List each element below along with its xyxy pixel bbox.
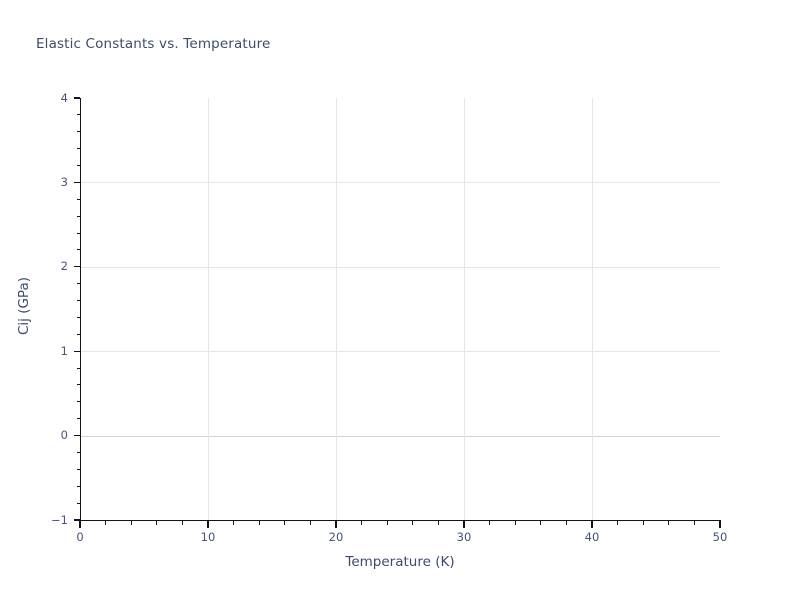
y-tick-minor <box>76 283 80 285</box>
x-tick-label: 40 <box>584 530 600 544</box>
gridline-x <box>208 98 209 520</box>
y-tick-minor <box>76 485 80 487</box>
y-tick-minor <box>76 165 80 167</box>
y-tick-major <box>73 519 80 521</box>
x-tick-minor <box>412 521 414 525</box>
x-tick-minor <box>258 521 260 525</box>
y-axis-label-text: Cij (GPa) <box>16 276 32 335</box>
x-tick-minor <box>156 521 158 525</box>
y-tick-minor <box>76 401 80 403</box>
y-tick-label: 4 <box>60 90 68 105</box>
gridline-y <box>80 182 720 184</box>
x-tick-label: 0 <box>76 530 84 544</box>
x-tick-label: 50 <box>712 530 728 544</box>
gridline-y <box>80 351 720 353</box>
y-tick-label: 3 <box>60 174 68 189</box>
y-tick-minor <box>76 384 80 386</box>
x-axis-label: Temperature (K) <box>0 554 800 570</box>
gridline-y <box>80 266 720 268</box>
y-tick-minor <box>76 249 80 251</box>
y-axis-label: Cij (GPa) <box>12 0 36 600</box>
x-tick-minor <box>284 521 286 525</box>
y-tick-minor <box>76 316 80 318</box>
y-tick-minor <box>76 333 80 335</box>
x-tick-major <box>207 521 209 528</box>
y-tick-minor <box>76 418 80 420</box>
y-axis-spine <box>80 98 82 521</box>
y-tick-label: −1 <box>51 512 68 527</box>
y-tick-minor <box>76 451 80 453</box>
gridline-x <box>464 98 465 520</box>
x-tick-minor <box>617 521 619 525</box>
x-tick-minor <box>361 521 363 525</box>
x-tick-minor <box>437 521 439 525</box>
gridline-x <box>336 98 337 520</box>
y-tick-label: 2 <box>60 259 68 274</box>
x-tick-major <box>719 521 721 528</box>
x-tick-label: 20 <box>328 530 344 544</box>
plot-area[interactable] <box>80 98 720 520</box>
y-tick-minor <box>76 367 80 369</box>
x-tick-minor <box>181 521 183 525</box>
x-tick-minor <box>130 521 132 525</box>
x-tick-minor <box>233 521 235 525</box>
x-tick-minor <box>668 521 670 525</box>
y-tick-minor <box>76 232 80 234</box>
x-tick-minor <box>514 521 516 525</box>
y-tick-minor <box>76 148 80 150</box>
y-tick-minor <box>76 300 80 302</box>
y-tick-minor <box>76 502 80 504</box>
x-tick-minor <box>309 521 311 525</box>
x-tick-minor <box>693 521 695 525</box>
chart-title: Elastic Constants vs. Temperature <box>36 36 271 52</box>
x-tick-minor <box>489 521 491 525</box>
y-tick-major <box>73 350 80 352</box>
y-tick-major <box>73 435 80 437</box>
gridline-y <box>80 435 720 437</box>
x-tick-minor <box>386 521 388 525</box>
y-tick-minor <box>76 198 80 200</box>
gridline-x <box>592 98 593 520</box>
y-tick-minor <box>76 468 80 470</box>
y-tick-minor <box>76 215 80 217</box>
x-tick-major <box>463 521 465 528</box>
y-tick-major <box>73 181 80 183</box>
y-tick-major <box>73 97 80 99</box>
x-tick-major <box>79 521 81 528</box>
y-tick-minor <box>76 114 80 116</box>
y-tick-label: 1 <box>60 343 68 358</box>
y-tick-major <box>73 266 80 268</box>
x-tick-label: 10 <box>200 530 216 544</box>
y-tick-minor <box>76 131 80 133</box>
x-axis-label-text: Temperature (K) <box>345 554 455 570</box>
x-tick-minor <box>565 521 567 525</box>
x-axis-spine <box>80 520 721 522</box>
x-tick-major <box>335 521 337 528</box>
x-tick-minor <box>540 521 542 525</box>
x-tick-minor <box>642 521 644 525</box>
x-tick-minor <box>105 521 107 525</box>
x-tick-label: 30 <box>456 530 472 544</box>
y-tick-label: 0 <box>60 428 68 443</box>
x-tick-major <box>591 521 593 528</box>
